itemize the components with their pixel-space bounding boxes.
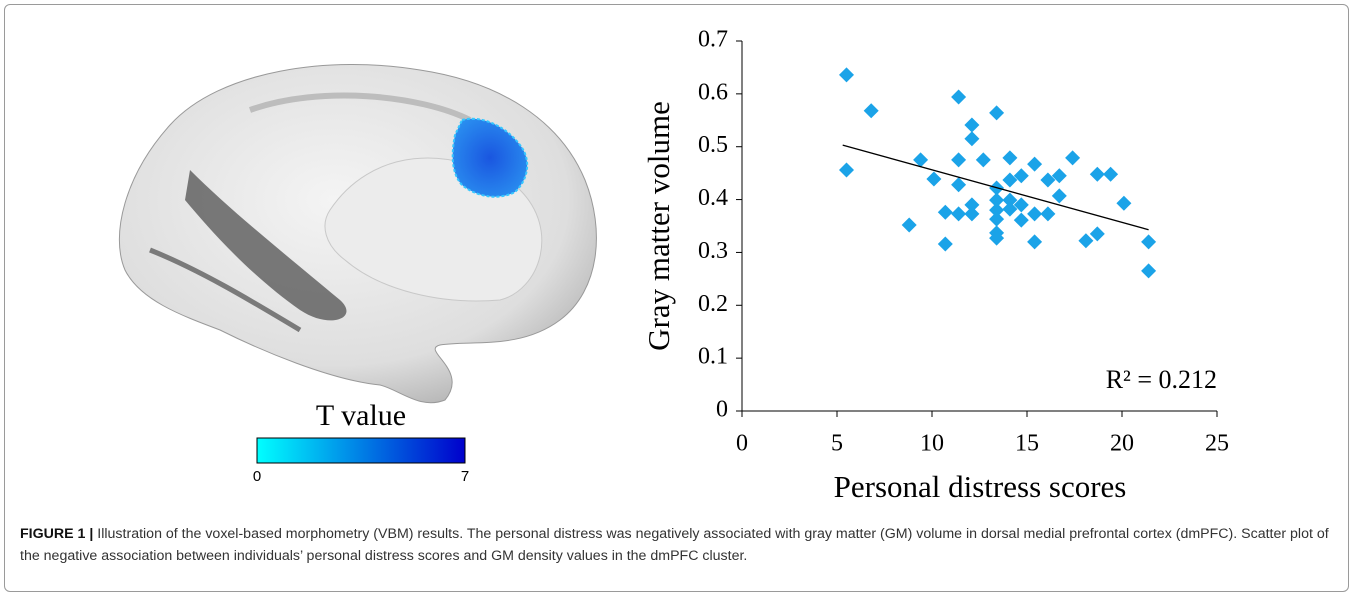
y-tick-label: 0.2	[698, 291, 728, 317]
y-tick-label: 0	[716, 397, 728, 423]
colorbar-tick-label: 0	[253, 468, 261, 485]
point	[1051, 168, 1067, 184]
y-tick-label: 0.4	[698, 185, 728, 211]
point	[1002, 150, 1018, 166]
x-tick-label: 10	[920, 431, 944, 457]
point	[951, 177, 967, 193]
x-tick-label: 15	[1015, 431, 1039, 457]
point	[839, 162, 854, 178]
y-tick-label: 0.5	[698, 132, 728, 158]
point	[1027, 234, 1043, 250]
point	[951, 152, 967, 168]
point	[989, 105, 1005, 121]
x-tick-label: 25	[1205, 431, 1229, 457]
x-tick-label: 20	[1110, 431, 1134, 457]
figure-frame	[4, 4, 1349, 592]
point	[989, 230, 1005, 246]
colorbar	[256, 437, 466, 464]
point	[1002, 192, 1018, 208]
point	[975, 152, 991, 168]
point	[1040, 172, 1056, 188]
point	[1141, 234, 1157, 250]
brain-illustration	[118, 64, 597, 404]
point	[1103, 166, 1119, 182]
point	[913, 152, 929, 168]
y-axis-title: Gray matter volume	[641, 101, 676, 351]
colorbar-label: T value	[316, 399, 406, 432]
point	[1116, 195, 1132, 211]
point	[1013, 197, 1029, 213]
point	[989, 192, 1005, 208]
caption-text: Illustration of the voxel-based morphome…	[20, 526, 1329, 564]
point	[839, 67, 854, 83]
point	[1065, 150, 1081, 166]
x-tick-label: 0	[736, 431, 748, 457]
point	[1013, 168, 1029, 184]
point	[901, 217, 917, 233]
y-tick-label: 0.3	[698, 238, 728, 264]
point	[1013, 212, 1029, 228]
point	[964, 206, 980, 222]
point	[989, 211, 1005, 227]
point	[1002, 172, 1018, 188]
point	[1078, 233, 1094, 249]
point	[951, 89, 967, 105]
point	[1089, 166, 1105, 182]
caption: FIGURE 1 | Illustration of the voxel-bas…	[20, 524, 1340, 567]
x-axis-title: Personal distress scores	[834, 469, 1127, 504]
point	[1089, 226, 1105, 242]
point	[989, 202, 1005, 218]
point	[1002, 201, 1018, 217]
y-tick-label: 0.7	[698, 27, 728, 53]
point	[1027, 156, 1043, 172]
point	[964, 117, 980, 133]
point	[964, 197, 980, 213]
colorbar-tick-label: 7	[461, 468, 469, 485]
caption-label: FIGURE 1 |	[20, 526, 94, 542]
point	[1040, 206, 1056, 222]
point	[1051, 188, 1067, 204]
trendline	[842, 144, 1149, 231]
y-tick-label: 0.6	[698, 79, 728, 105]
point	[1027, 206, 1043, 222]
r-squared: R² = 0.212	[1106, 365, 1217, 394]
point	[926, 171, 942, 187]
point	[951, 206, 967, 222]
point	[863, 103, 879, 119]
point	[1141, 263, 1157, 279]
point	[964, 131, 980, 147]
y-tick-label: 0.1	[698, 344, 728, 370]
x-tick-label: 5	[831, 431, 843, 457]
point	[937, 236, 953, 252]
point	[937, 204, 953, 220]
